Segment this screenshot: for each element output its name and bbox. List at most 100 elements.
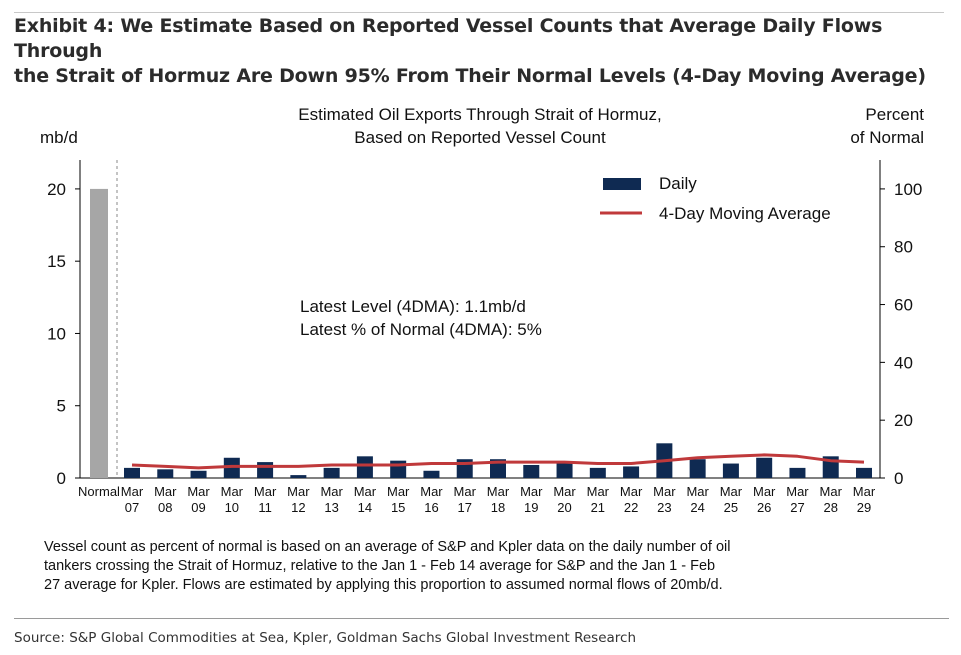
x-label-day: 09 <box>191 500 205 515</box>
exhibit-title-line1: Exhibit 4: We Estimate Based on Reported… <box>14 15 883 62</box>
exhibit-title: Exhibit 4: We Estimate Based on Reported… <box>14 14 949 89</box>
footnote-line3: 27 average for Kpler. Flows are estimate… <box>44 577 723 593</box>
x-label-month: Mar <box>387 484 410 499</box>
daily-bar <box>190 470 207 478</box>
daily-bar <box>423 470 440 478</box>
x-label-day: 14 <box>358 500 372 515</box>
x-label-day: 21 <box>591 500 605 515</box>
left-tick-label: 15 <box>47 252 66 271</box>
x-label-month: Mar <box>154 484 177 499</box>
x-label-day: 26 <box>757 500 771 515</box>
x-label-day: 20 <box>557 500 571 515</box>
right-tick-label: 40 <box>894 353 913 372</box>
x-label-month: Mar <box>553 484 576 499</box>
legend: Daily 4-Day Moving Average <box>600 174 831 223</box>
daily-bar <box>756 457 773 478</box>
x-label-day: 07 <box>125 500 139 515</box>
footnote-line2: tankers crossing the Strait of Hormuz, r… <box>44 558 716 574</box>
x-label-day: 18 <box>491 500 505 515</box>
right-tick-label: 20 <box>894 411 913 430</box>
bar-group <box>90 188 872 478</box>
legend-daily-label: Daily <box>659 174 697 193</box>
x-label-day: 25 <box>724 500 738 515</box>
legend-daily-swatch <box>603 178 641 190</box>
moving-average-group <box>131 453 865 470</box>
right-tick-label: 0 <box>894 469 903 488</box>
chart-title-line2: Based on Reported Vessel Count <box>354 128 606 147</box>
daily-bar <box>789 467 806 478</box>
x-label-month: Mar <box>221 484 244 499</box>
x-label-month: Mar <box>121 484 144 499</box>
x-label-month: Mar <box>487 484 510 499</box>
right-tick-label: 60 <box>894 296 913 315</box>
x-label-group: Normal Mar07Mar08Mar09Mar10Mar11Mar12Mar1… <box>78 484 876 515</box>
x-label-day: 16 <box>424 500 438 515</box>
daily-bar <box>722 463 739 478</box>
daily-bar <box>157 469 174 478</box>
daily-bar <box>589 467 606 478</box>
x-label-day: 17 <box>457 500 471 515</box>
left-tick-label: 10 <box>47 324 66 343</box>
x-label-month: Mar <box>287 484 310 499</box>
x-label-normal: Normal <box>78 484 120 499</box>
x-label-day: 08 <box>158 500 172 515</box>
chart: Estimated Oil Exports Through Strait of … <box>40 105 924 515</box>
x-label-month: Mar <box>620 484 643 499</box>
annotation-line2: Latest % of Normal (4DMA): 5% <box>300 320 542 339</box>
x-label-day: 15 <box>391 500 405 515</box>
x-label-day: 19 <box>524 500 538 515</box>
daily-bar <box>257 462 274 478</box>
daily-bar <box>856 467 872 478</box>
daily-bar <box>556 462 573 478</box>
x-label-month: Mar <box>454 484 477 499</box>
right-tick-group: 0 20 40 60 80 100 <box>880 180 922 488</box>
daily-bar <box>356 456 373 478</box>
footnote-line1: Vessel count as percent of normal is bas… <box>44 539 731 555</box>
x-label-month: Mar <box>320 484 343 499</box>
normal-bar <box>90 188 108 478</box>
x-label-day: 11 <box>258 500 272 515</box>
daily-bar <box>323 467 340 478</box>
footnote: Vessel count as percent of normal is bas… <box>44 538 924 595</box>
x-label-day: 12 <box>291 500 305 515</box>
x-label-month: Mar <box>753 484 776 499</box>
right-axis-label-line2: of Normal <box>850 128 924 147</box>
left-tick-label: 20 <box>47 180 66 199</box>
x-label-day: 27 <box>790 500 804 515</box>
x-label-month: Mar <box>187 484 210 499</box>
x-label-month: Mar <box>820 484 843 499</box>
moving-average-line <box>131 453 865 470</box>
x-label-month: Mar <box>720 484 743 499</box>
right-tick-label: 100 <box>894 180 922 199</box>
x-label-day: 22 <box>624 500 638 515</box>
x-label-day: 28 <box>823 500 837 515</box>
annotation-line1: Latest Level (4DMA): 1.1mb/d <box>300 297 526 316</box>
x-label-month: Mar <box>786 484 809 499</box>
x-label-month: Mar <box>254 484 277 499</box>
top-rule <box>14 12 944 13</box>
left-tick-label: 5 <box>57 397 66 416</box>
daily-bar <box>490 459 506 478</box>
daily-bar <box>124 467 140 478</box>
source-note: Source: S&P Global Commodities at Sea, K… <box>14 630 637 646</box>
x-label-month: Mar <box>686 484 709 499</box>
x-label-month: Mar <box>420 484 443 499</box>
x-label-day: 29 <box>857 500 871 515</box>
right-tick-label: 80 <box>894 238 913 257</box>
left-tick-label: 0 <box>57 469 66 488</box>
left-axis-label: mb/d <box>40 128 78 147</box>
exhibit-title-line2: the Strait of Hormuz Are Down 95% From T… <box>14 65 926 87</box>
x-label-day: 23 <box>657 500 671 515</box>
daily-bar <box>689 459 706 478</box>
bottom-rule <box>14 618 949 619</box>
x-label-month: Mar <box>653 484 676 499</box>
chart-title-line1: Estimated Oil Exports Through Strait of … <box>298 105 661 124</box>
x-label-month: Mar <box>587 484 610 499</box>
daily-bar <box>290 475 307 478</box>
x-label-month: Mar <box>853 484 876 499</box>
x-label-day: 24 <box>690 500 704 515</box>
x-label-month: Mar <box>520 484 543 499</box>
legend-average-label: 4-Day Moving Average <box>659 204 831 223</box>
right-axis-label-line1: Percent <box>865 105 924 124</box>
left-tick-group: 0 5 10 15 20 <box>47 180 80 488</box>
